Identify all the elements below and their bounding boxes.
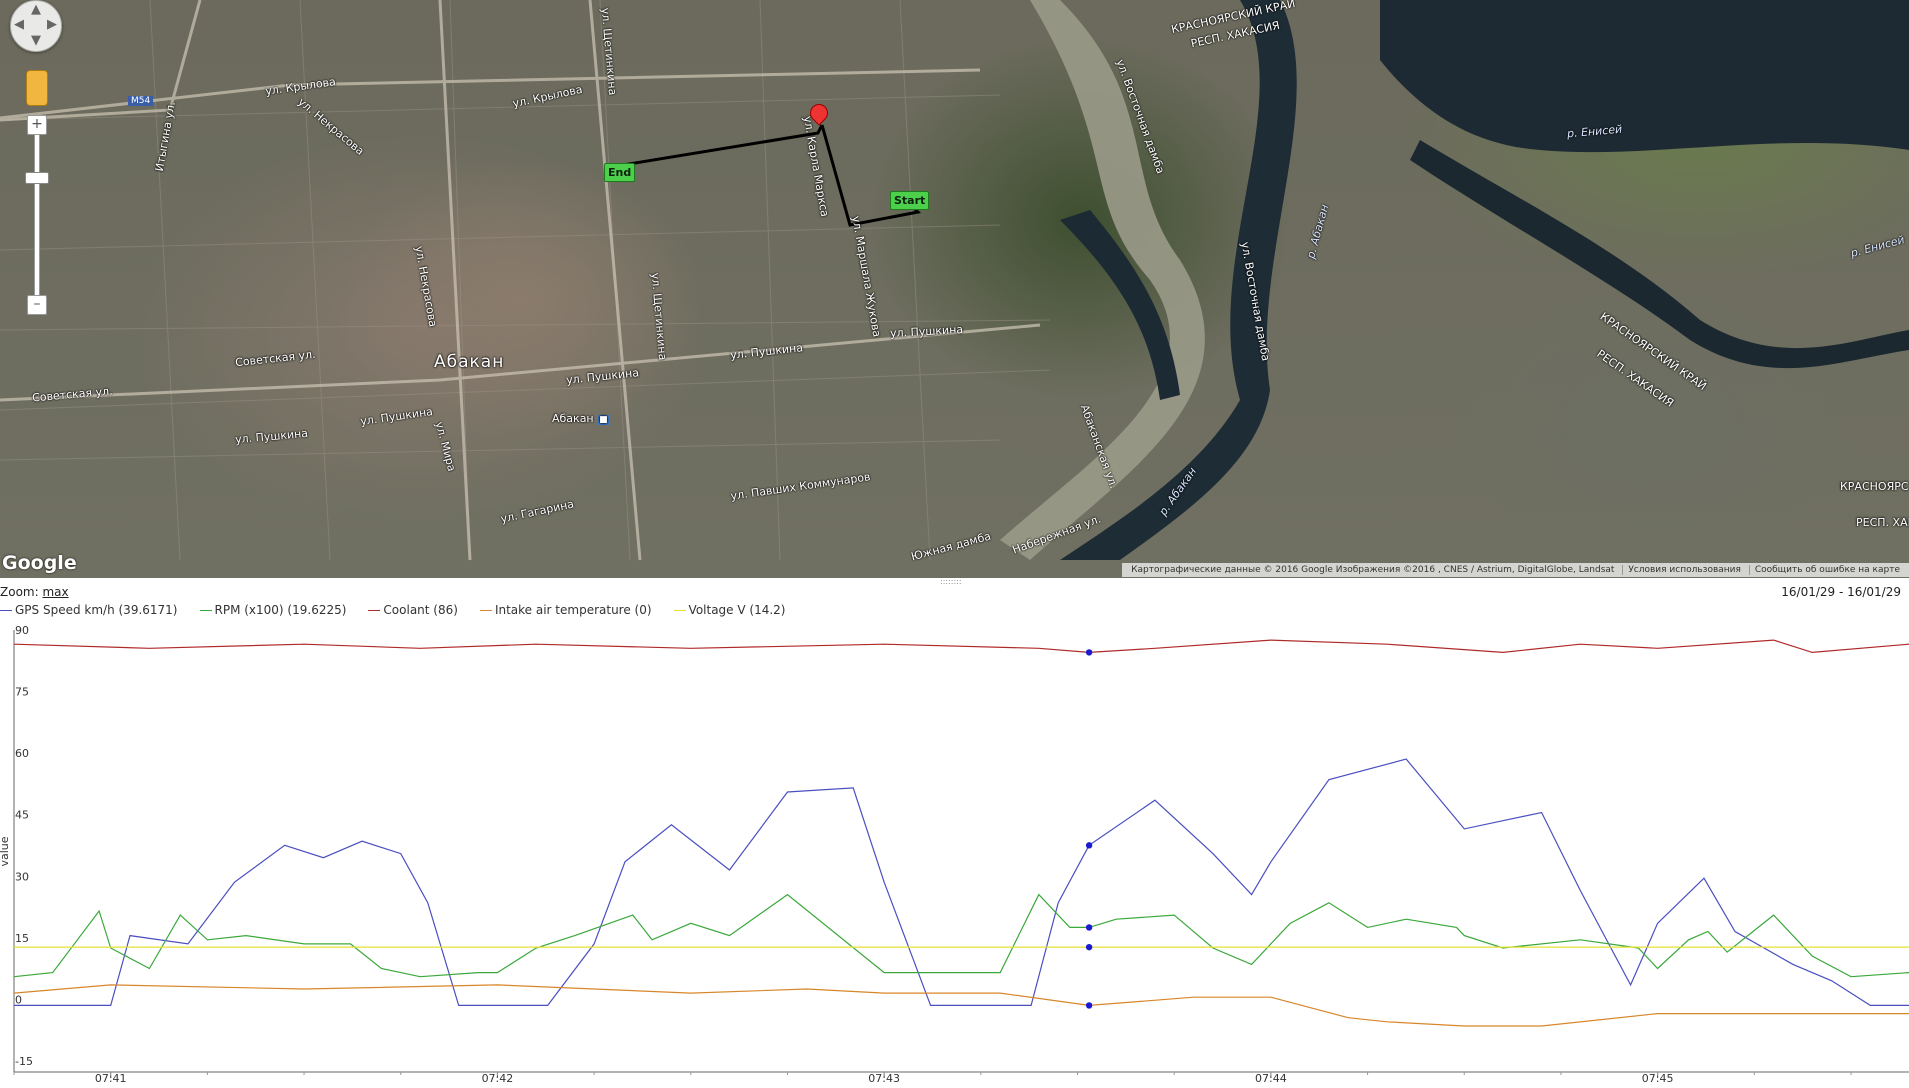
legend-label: Coolant (86) bbox=[383, 603, 458, 617]
legend-label: RPM (x100) (19.6225) bbox=[214, 603, 347, 617]
city-label: Абакан bbox=[434, 352, 505, 372]
zoom-max-link[interactable]: max bbox=[42, 585, 69, 599]
chart-legend: GPS Speed km/h (39.6171) RPM (x100) (19.… bbox=[0, 603, 807, 617]
zoom-out-button[interactable]: – bbox=[27, 295, 47, 315]
y-tick-label: 0 bbox=[15, 993, 22, 1006]
legend-swatch bbox=[368, 609, 381, 611]
terms-link[interactable]: Условия использования bbox=[1622, 565, 1746, 575]
report-error-link[interactable]: Сообщить об ошибке на карте bbox=[1748, 565, 1905, 575]
chart-zoom-info: Zoom: max bbox=[0, 585, 69, 599]
zoom-slider-track[interactable] bbox=[34, 122, 40, 304]
series-line-rpm-x100 bbox=[13, 893, 1909, 978]
legend-label: Intake air temperature (0) bbox=[494, 603, 652, 617]
legend-label: GPS Speed km/h (39.6171) bbox=[15, 603, 178, 617]
date-range: 16/01/29 - 16/01/29 bbox=[1781, 585, 1901, 599]
end-marker[interactable]: End bbox=[604, 163, 636, 182]
cursor-point bbox=[1085, 649, 1093, 656]
legend-swatch bbox=[673, 609, 686, 611]
y-tick-label: 75 bbox=[15, 686, 29, 699]
x-tick-label: 07:44 bbox=[1255, 1072, 1287, 1085]
pan-up-icon[interactable]: ▲ bbox=[31, 2, 41, 17]
x-tick-label: 07:42 bbox=[482, 1072, 514, 1085]
cursor-point bbox=[1085, 1002, 1093, 1009]
map-imagery bbox=[0, 0, 1909, 561]
pan-left-icon[interactable]: ◀ bbox=[14, 17, 24, 32]
y-axis-label: value bbox=[0, 836, 11, 866]
station-label: Абакан ■ bbox=[552, 412, 610, 425]
legend-swatch bbox=[199, 609, 212, 611]
series-line-coolant bbox=[13, 639, 1909, 654]
y-tick-label: 90 bbox=[15, 624, 29, 637]
pan-down-icon[interactable]: ▼ bbox=[31, 33, 41, 48]
zoom-in-button[interactable]: + bbox=[27, 115, 47, 135]
google-logo: Google bbox=[2, 552, 77, 574]
y-tick-label: -15 bbox=[15, 1055, 33, 1068]
highway-badge: M54 bbox=[128, 96, 154, 106]
legend-item-coolant[interactable]: Coolant (86) bbox=[368, 603, 458, 617]
y-tick-label: 45 bbox=[15, 809, 29, 822]
zoom-slider-thumb[interactable] bbox=[25, 172, 49, 184]
legend-item-rpm[interactable]: RPM (x100) (19.6225) bbox=[199, 603, 347, 617]
series-line-gps-speed-km-h bbox=[14, 758, 1909, 1006]
legend-item-voltage[interactable]: Voltage V (14.2) bbox=[673, 603, 786, 617]
region-label: РЕСП. ХАК bbox=[1856, 516, 1909, 529]
splitter-handle[interactable]: :::::::: bbox=[940, 577, 962, 586]
map-view[interactable]: Абакан Абакан ■ M54 КРАСНОЯРСКИЙ КРАЙ РЕ… bbox=[0, 0, 1909, 578]
legend-label: Voltage V (14.2) bbox=[688, 603, 786, 617]
x-tick-label: 07:41 bbox=[95, 1072, 127, 1085]
cursor-point bbox=[1085, 842, 1093, 849]
y-tick-label: 60 bbox=[15, 747, 29, 760]
pan-right-icon[interactable]: ▶ bbox=[47, 17, 57, 32]
x-tick-label: 07:45 bbox=[1642, 1072, 1674, 1085]
y-tick-label: 15 bbox=[15, 932, 29, 945]
street-view-pegman-icon[interactable] bbox=[26, 70, 48, 106]
y-tick-label: 30 bbox=[15, 870, 29, 883]
cursor-point bbox=[1085, 924, 1093, 931]
cursor-point bbox=[1085, 943, 1093, 951]
telemetry-chart[interactable]: 90 75 60 45 30 15 0 -15 value 07:41 07:42 07:43 07:4… bbox=[0, 622, 1909, 1088]
zoom-label: Zoom: bbox=[0, 585, 39, 599]
legend-swatch bbox=[0, 609, 12, 611]
region-label: КРАСНОЯРС bbox=[1840, 480, 1909, 493]
map-attribution: Картографические данные © 2016 Google Из… bbox=[1122, 563, 1909, 577]
pan-control[interactable]: ▲ ▼ ◀ ▶ bbox=[10, 0, 62, 52]
start-marker[interactable]: Start bbox=[890, 191, 930, 210]
legend-swatch bbox=[479, 609, 492, 611]
attribution-text: Картографические данные © 2016 Google Из… bbox=[1131, 565, 1615, 575]
legend-item-intake-air[interactable]: Intake air temperature (0) bbox=[479, 603, 652, 617]
x-tick-label: 07:43 bbox=[868, 1072, 900, 1085]
legend-item-gps-speed[interactable]: GPS Speed km/h (39.6171) bbox=[0, 603, 178, 617]
series-line-intake-air-temperature bbox=[13, 984, 1909, 1027]
